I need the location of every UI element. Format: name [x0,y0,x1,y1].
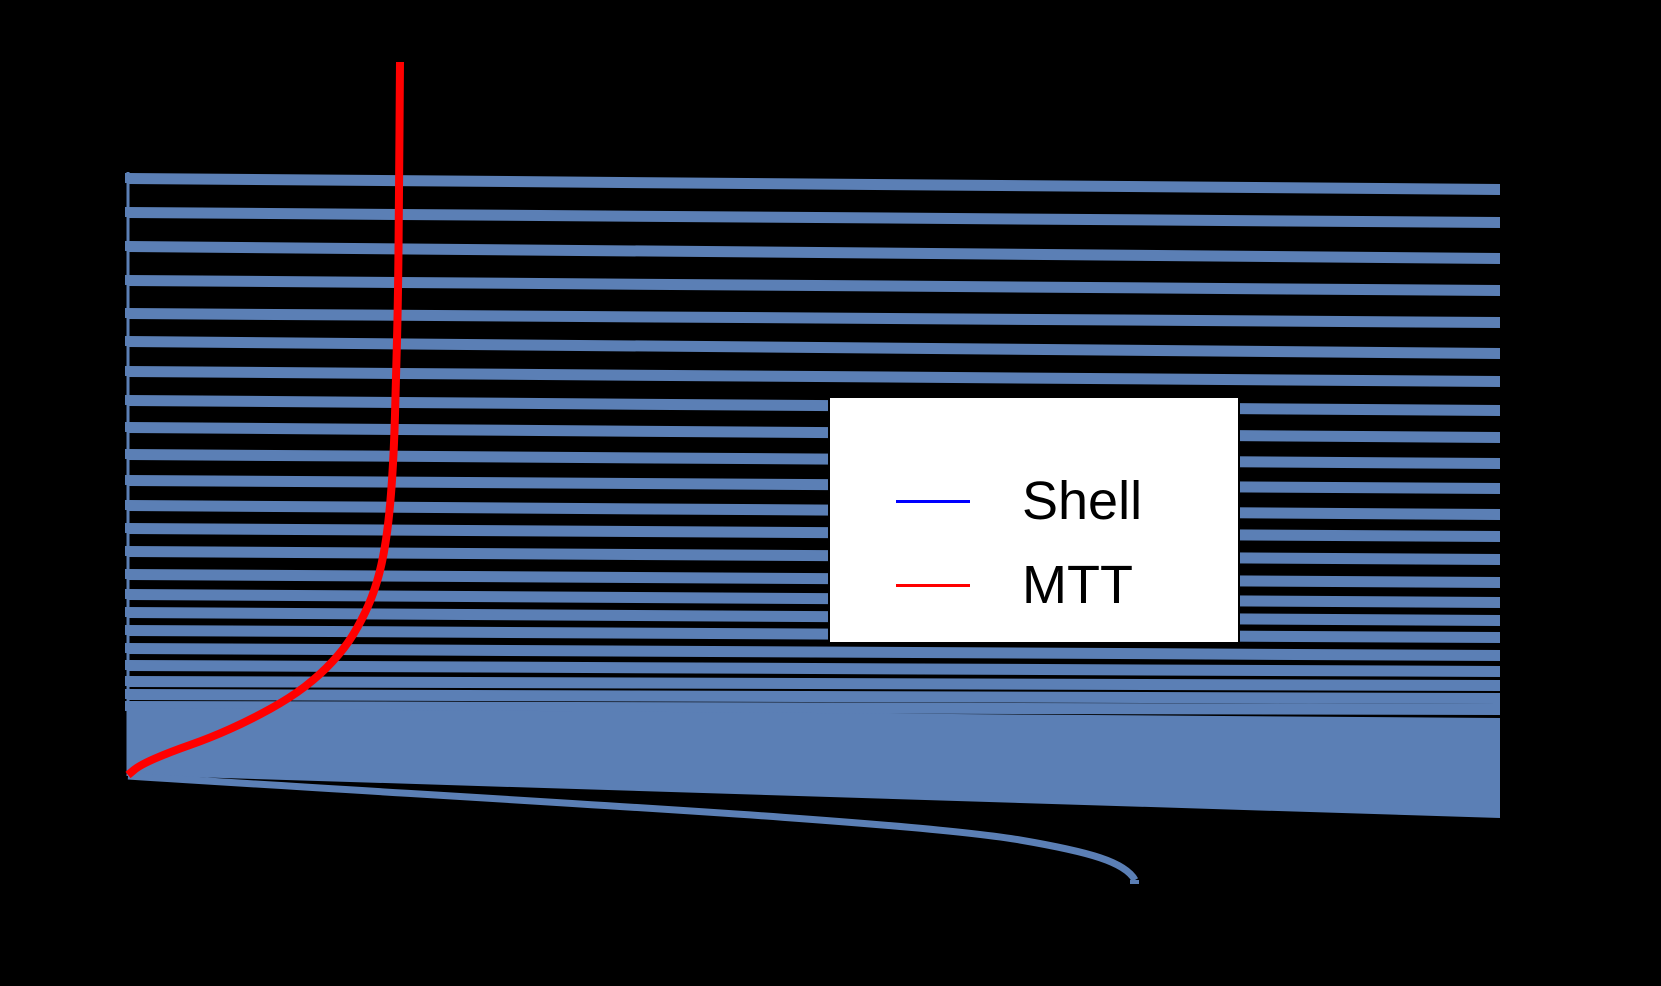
shell-band [128,643,1500,661]
shell-band [128,546,1500,565]
legend-label-shell: Shell [1022,471,1143,531]
shell-band [128,607,1500,626]
shell-band [128,395,1500,416]
shell-band [128,676,1500,691]
shell-band [128,275,1500,296]
shell-band [128,308,1500,328]
shell-band [128,500,1500,520]
legend-box: Shell MTT [828,396,1240,644]
shell-band [128,336,1500,359]
shell-band [128,689,1500,704]
shell-series [125,173,1500,715]
shell-band [128,173,1500,195]
legend-swatch-shell [896,500,970,503]
legend-label-mtt: MTT [1022,555,1133,615]
shell-band [128,241,1500,264]
shell-band [128,475,1500,494]
shell-band [128,366,1500,387]
shell-band [128,207,1500,228]
legend-swatch-mtt [896,584,970,587]
legend-item-mtt: MTT [830,550,1238,620]
shell-band [128,422,1500,443]
shell-band [128,523,1500,542]
shell-band [128,589,1500,608]
legend-item-shell: Shell [830,466,1238,536]
shell-dense-region [128,708,1500,818]
shell-tail-curve [127,772,1139,882]
mtt-series [125,61,404,779]
shell-band [128,569,1500,588]
shell-tail-endpoint [1130,880,1139,884]
shell-band [128,625,1500,643]
shell-band [128,660,1500,677]
shell-band [128,449,1500,469]
